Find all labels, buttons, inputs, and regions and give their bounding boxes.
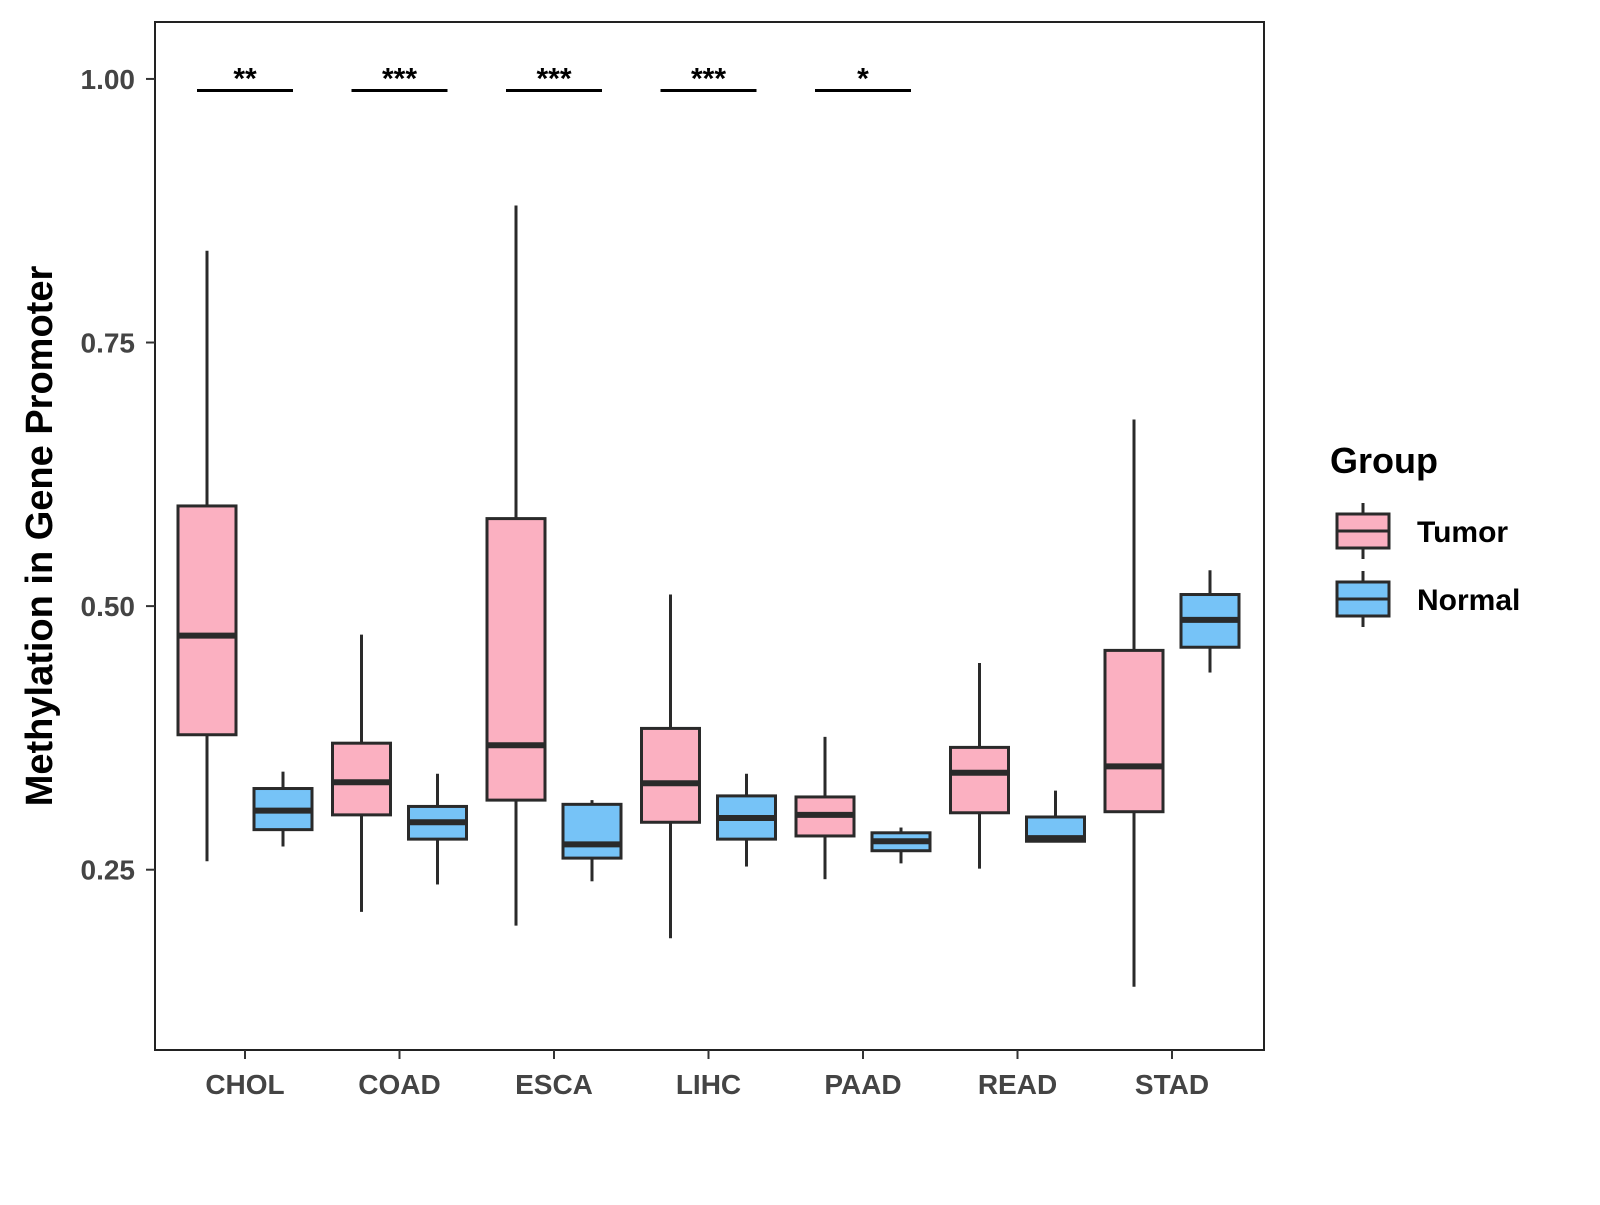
box-tumor-stad [1103, 419, 1165, 987]
boxes [176, 205, 1241, 987]
significance-annotations: ** *** *** *** * [197, 63, 911, 96]
legend-label: Normal [1417, 584, 1520, 617]
x-tick-label: PAAD [824, 1069, 901, 1100]
box-normal-coad [407, 773, 468, 885]
box-normal-lihc [716, 773, 777, 867]
legend-item-normal: Normal [1335, 571, 1520, 627]
box-iqr [485, 517, 547, 802]
significance-label: *** [382, 63, 417, 96]
box-iqr [176, 504, 238, 737]
box-tumor-esca [485, 205, 547, 926]
significance-label: ** [233, 63, 257, 96]
x-tick-label: CHOL [205, 1069, 284, 1100]
plot-panel [154, 21, 1265, 1051]
legend-label: Tumor [1417, 516, 1508, 549]
y-axis-label: Methylation in Gene Promoter [19, 266, 61, 807]
x-tick-label: LIHC [676, 1069, 741, 1100]
significance-label: * [857, 63, 869, 96]
box-iqr [561, 802, 623, 860]
y-axis: 0.25 0.50 0.75 1.00 [81, 64, 155, 886]
box-tumor-read [949, 663, 1010, 869]
x-tick-label: STAD [1135, 1069, 1209, 1100]
y-tick-label: 0.75 [81, 328, 136, 359]
x-tick-label: COAD [358, 1069, 440, 1100]
x-tick-label: READ [978, 1069, 1057, 1100]
y-tick-label: 1.00 [81, 64, 136, 95]
box-iqr [640, 726, 701, 824]
box-iqr [331, 741, 392, 817]
legend-title: Group [1330, 440, 1438, 481]
significance-label: *** [691, 63, 726, 96]
box-normal-esca [561, 800, 623, 882]
y-tick-label: 0.25 [81, 855, 136, 886]
x-axis: CHOL COAD ESCA LIHC PAAD READ STAD [205, 1050, 1209, 1100]
box-normal-paad [870, 827, 932, 864]
legend: Group Tumor Normal [1330, 440, 1520, 627]
box-tumor-coad [331, 634, 392, 912]
x-tick-label: ESCA [515, 1069, 593, 1100]
box-tumor-chol [176, 250, 238, 862]
y-tick-label: 0.50 [81, 591, 136, 622]
significance-label: *** [536, 63, 571, 96]
box-iqr [1103, 648, 1165, 814]
box-normal-chol [252, 771, 314, 847]
box-normal-read [1025, 790, 1086, 843]
legend-item-tumor: Tumor [1335, 503, 1508, 559]
box-tumor-lihc [640, 594, 701, 939]
box-iqr [949, 745, 1010, 815]
box-tumor-paad [794, 736, 856, 880]
box-normal-stad [1179, 570, 1241, 673]
